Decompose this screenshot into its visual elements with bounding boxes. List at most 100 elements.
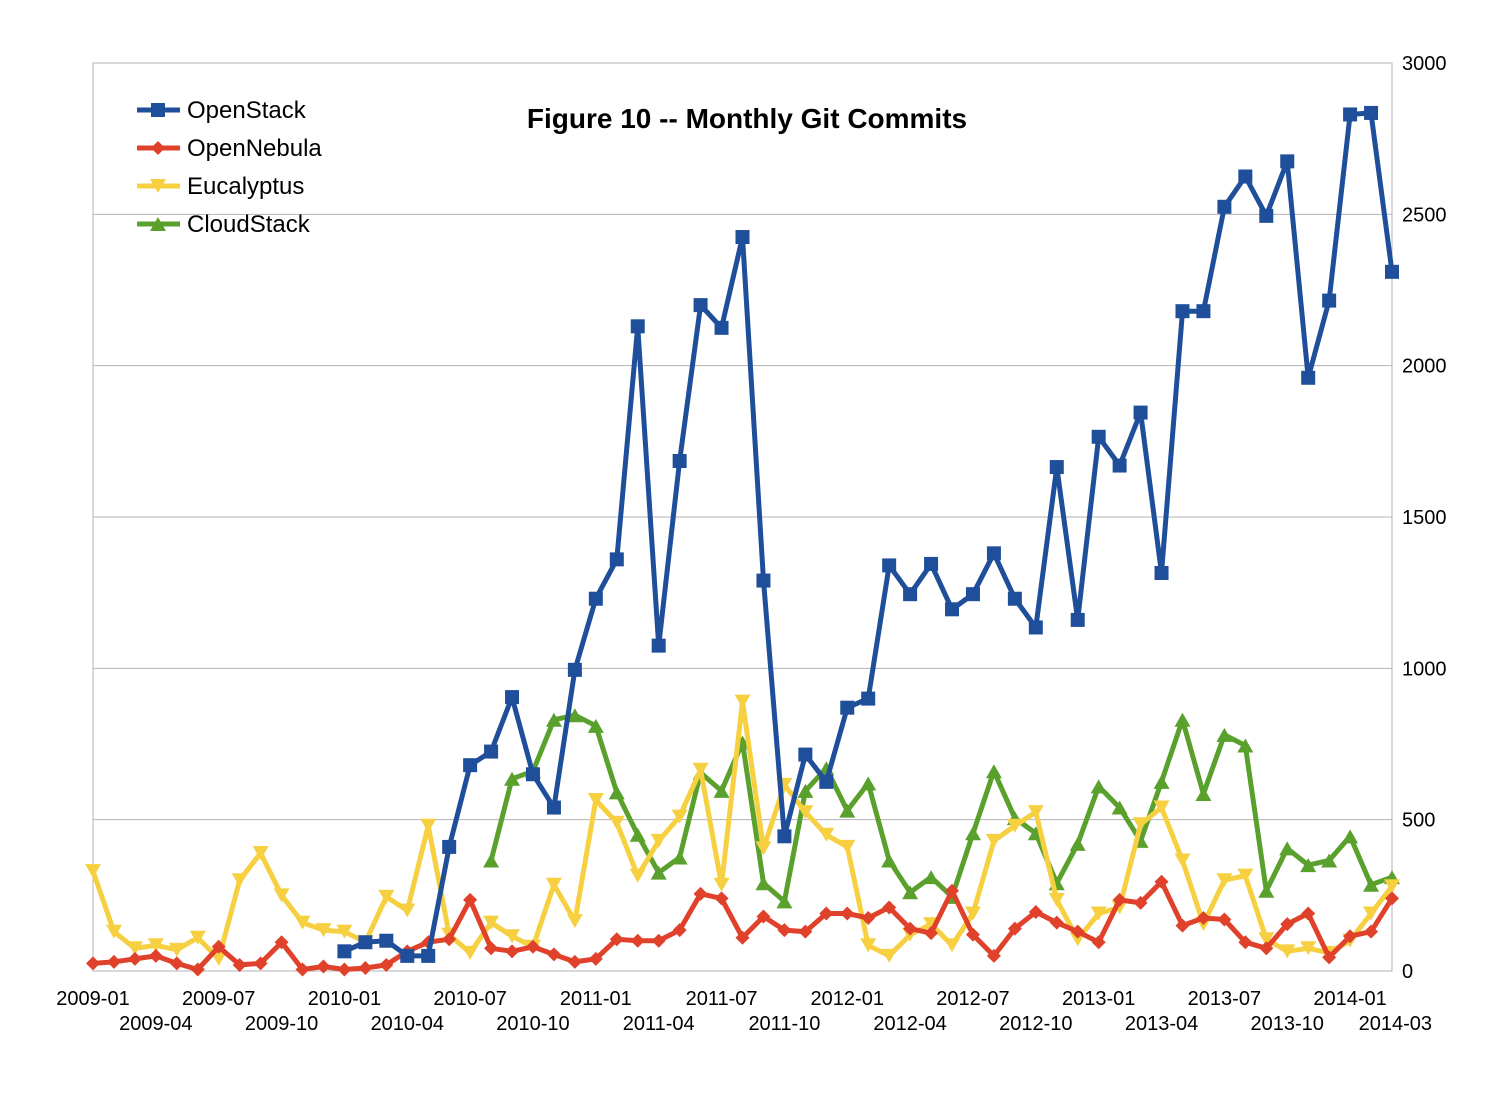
data-point-openstack <box>945 602 960 617</box>
data-point-openstack <box>1070 612 1085 627</box>
data-point-eucalyptus <box>504 929 521 944</box>
data-point-openstack <box>840 700 855 715</box>
data-point-cloudstack <box>504 771 521 786</box>
data-point-openstack <box>672 454 687 469</box>
legend-marker-opennebula <box>151 141 165 155</box>
data-point-opennebula <box>127 951 142 966</box>
data-point-openstack <box>735 230 750 245</box>
x-axis: 2009-01 2009-04 2009-07 2009-10 2010-01 2010-… <box>56 988 1432 1035</box>
data-point-openstack <box>1280 154 1295 169</box>
data-point-cloudstack <box>923 870 940 885</box>
x-tick-label: 2013-01 <box>1062 988 1135 1010</box>
data-point-cloudstack <box>881 853 898 868</box>
data-point-opennebula <box>1112 892 1127 907</box>
series-opennebula <box>86 874 1399 977</box>
data-point-eucalyptus <box>1090 906 1107 921</box>
data-point-opennebula <box>882 900 897 915</box>
data-point-eucalyptus <box>147 938 164 953</box>
data-point-eucalyptus <box>420 818 437 833</box>
data-point-cloudstack <box>545 712 562 727</box>
data-point-cloudstack <box>755 876 772 891</box>
x-tick-label: 2012-10 <box>999 1013 1072 1035</box>
data-point-openstack <box>756 573 771 588</box>
data-point-openstack <box>525 767 540 782</box>
data-point-cloudstack <box>902 885 919 900</box>
data-point-eucalyptus <box>755 841 772 856</box>
data-point-opennebula <box>1196 911 1211 926</box>
data-point-cloudstack <box>1153 774 1170 789</box>
x-tick-label: 2012-01 <box>811 988 884 1010</box>
data-point-opennebula <box>253 956 268 971</box>
y-tick-label: 2000 <box>1402 356 1447 378</box>
data-point-openstack <box>379 933 394 948</box>
data-point-openstack <box>1217 199 1232 214</box>
x-tick-label: 2009-01 <box>56 988 129 1010</box>
data-point-opennebula <box>546 947 561 962</box>
data-point-openstack <box>358 935 373 950</box>
data-point-cloudstack <box>964 826 981 841</box>
data-point-eucalyptus <box>839 839 856 854</box>
data-point-eucalyptus <box>629 868 646 883</box>
data-point-cloudstack <box>1321 853 1338 868</box>
x-tick-label: 2011-07 <box>686 988 758 1010</box>
data-point-eucalyptus <box>378 889 395 904</box>
data-point-eucalyptus <box>566 914 583 929</box>
data-point-opennebula <box>1301 906 1316 921</box>
y-tick-label: 500 <box>1402 810 1435 832</box>
legend-item-opennebula: OpenNebula <box>137 135 322 162</box>
data-point-opennebula <box>840 906 855 921</box>
legend-marker-eucalyptus <box>150 179 166 193</box>
data-point-openstack <box>567 662 582 677</box>
data-point-opennebula <box>295 962 310 977</box>
data-point-opennebula <box>1154 874 1169 889</box>
data-point-openstack <box>421 948 436 963</box>
data-point-opennebula <box>924 926 939 941</box>
data-point-opennebula <box>672 923 687 938</box>
data-point-opennebula <box>1364 924 1379 939</box>
data-point-opennebula <box>861 911 876 926</box>
data-point-openstack <box>1007 591 1022 606</box>
data-point-cloudstack <box>671 850 688 865</box>
y-tick-label: 1500 <box>1402 507 1447 529</box>
data-point-opennebula <box>1091 935 1106 950</box>
data-point-eucalyptus <box>1279 944 1296 959</box>
data-point-opennebula <box>1259 941 1274 956</box>
data-point-cloudstack <box>483 853 500 868</box>
data-point-cloudstack <box>1090 779 1107 794</box>
x-tick-label: 2012-04 <box>873 1013 946 1035</box>
data-point-opennebula <box>965 927 980 942</box>
data-point-opennebula <box>1070 924 1085 939</box>
data-point-eucalyptus <box>1048 892 1065 907</box>
data-point-opennebula <box>1175 918 1190 933</box>
data-point-eucalyptus <box>231 873 248 888</box>
data-point-opennebula <box>1280 917 1295 932</box>
data-point-openstack <box>693 298 708 313</box>
data-point-opennebula <box>756 909 771 924</box>
data-point-eucalyptus <box>273 888 290 903</box>
y-axis: 0 500 1000 1500 2000 2500 3000 <box>1402 53 1447 983</box>
data-point-opennebula <box>1049 915 1064 930</box>
data-point-opennebula <box>1217 912 1232 927</box>
series-layer <box>85 105 1400 977</box>
x-tick-label: 2010-01 <box>308 988 381 1010</box>
data-point-eucalyptus <box>650 833 667 848</box>
data-point-openstack <box>484 744 499 759</box>
data-point-openstack <box>588 591 603 606</box>
data-point-openstack <box>924 556 939 571</box>
data-point-opennebula <box>945 883 960 898</box>
data-point-cloudstack <box>1258 883 1275 898</box>
data-point-openstack <box>1175 304 1190 319</box>
data-point-opennebula <box>986 948 1001 963</box>
y-tick-label: 3000 <box>1402 53 1447 75</box>
data-point-opennebula <box>190 962 205 977</box>
data-point-opennebula <box>232 957 247 972</box>
data-point-openstack <box>819 774 834 789</box>
data-point-opennebula <box>903 921 918 936</box>
data-point-cloudstack <box>1069 836 1086 851</box>
data-point-eucalyptus <box>483 915 500 930</box>
data-point-opennebula <box>819 906 834 921</box>
data-point-opennebula <box>1007 921 1022 936</box>
data-point-opennebula <box>1385 891 1399 906</box>
x-tick-label: 2014-01 <box>1313 988 1386 1010</box>
